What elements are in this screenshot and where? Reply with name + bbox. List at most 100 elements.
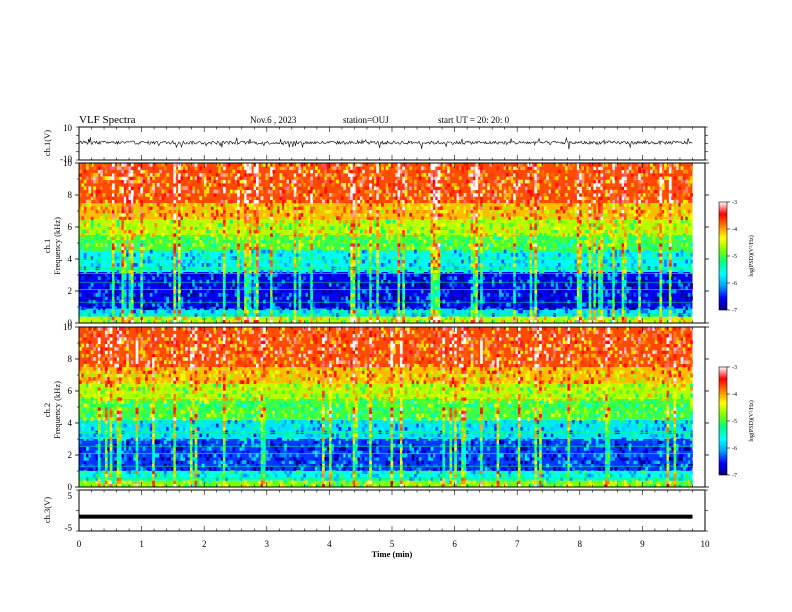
spectrogram-cell: [88, 303, 91, 307]
spectrogram-cell: [499, 206, 502, 210]
spectrogram-cell: [546, 303, 549, 307]
spectrogram-cell: [169, 303, 172, 307]
spectrogram-cell: [414, 183, 417, 187]
spectrogram-cell: [96, 270, 99, 274]
spectrogram-cell: [218, 170, 221, 174]
spectrogram-cell: [140, 230, 143, 234]
spectrogram-cell: [383, 190, 386, 194]
spectrogram-cell: [289, 283, 292, 287]
spectrogram-cell: [530, 243, 533, 247]
spectrogram-cell: [140, 250, 143, 254]
spectrogram-cell: [284, 276, 287, 280]
spectrogram-cell: [369, 183, 372, 187]
spectrogram-cell: [254, 196, 257, 200]
spectrogram-cell: [324, 313, 327, 317]
spectrogram-cell: [471, 260, 474, 264]
spectrogram-cell: [192, 190, 195, 194]
spectrogram-cell: [499, 183, 502, 187]
spectrogram-cell: [199, 300, 202, 304]
spectrogram-cell: [117, 166, 120, 170]
spectrogram-cell: [237, 196, 240, 200]
spectrogram-cell: [272, 243, 275, 247]
spectrogram-cell: [454, 296, 457, 300]
spectrogram-cell: [235, 293, 238, 297]
spectrogram-cell: [459, 276, 462, 280]
spectrogram-cell: [159, 310, 162, 314]
spectrogram-cell: [131, 263, 134, 267]
spectrogram-cell: [419, 283, 422, 287]
spectrogram-cell: [501, 176, 504, 180]
spectrogram-cell: [223, 283, 226, 287]
spectrogram-cell: [343, 266, 346, 270]
spectrogram-cell: [478, 173, 481, 177]
spectrogram-cell: [294, 266, 297, 270]
spectrogram-cell: [367, 216, 370, 220]
spectrogram-cell: [282, 190, 285, 194]
spectrogram-cell: [294, 306, 297, 310]
spectrogram-cell: [287, 266, 290, 270]
spectrogram-cell: [551, 313, 554, 317]
spectrogram-cell: [386, 290, 389, 294]
spectrogram-cell: [362, 310, 365, 314]
spectrogram-cell: [254, 246, 257, 250]
spectrogram-cell: [249, 230, 252, 234]
spectrogram-cell: [471, 210, 474, 214]
spectrogram-cell: [398, 303, 401, 307]
spectrogram-cell: [379, 196, 382, 200]
spectrogram-cell: [261, 276, 264, 280]
spectrogram-cell: [287, 163, 290, 167]
spectrogram-cell: [96, 210, 99, 214]
spectrogram-cell: [480, 313, 483, 317]
spectrogram-cell: [133, 200, 136, 204]
spectrogram-cell: [91, 183, 94, 187]
spectrogram-cell: [336, 260, 339, 264]
spectrogram-cell: [296, 253, 299, 257]
spectrogram-cell: [129, 253, 132, 257]
spectrogram-cell: [171, 200, 174, 204]
spectrogram-cell: [176, 253, 179, 257]
spectrogram-cell: [157, 173, 160, 177]
spectrogram-cell: [320, 230, 323, 234]
spectrogram-cell: [239, 180, 242, 184]
spectrogram-cell: [150, 163, 153, 167]
spectrogram-cell: [353, 176, 356, 180]
spectrogram-cell: [374, 170, 377, 174]
spectrogram-cell: [372, 180, 375, 184]
spectrogram-cell: [129, 260, 132, 264]
spectrogram-cell: [360, 283, 363, 287]
spectrogram-cell: [438, 170, 441, 174]
spectrogram-cell: [388, 280, 391, 284]
spectrogram-cell: [440, 200, 443, 204]
spectrogram-cell: [110, 303, 113, 307]
spectrogram-cell: [480, 290, 483, 294]
spectrogram-cell: [551, 303, 554, 307]
spectrogram-cell: [138, 230, 141, 234]
spectrogram-cell: [121, 196, 124, 200]
spectrogram-cell: [254, 203, 257, 207]
spectrogram-cell: [180, 293, 183, 297]
spectrogram-cell: [261, 186, 264, 190]
spectrogram-cell: [138, 216, 141, 220]
spectrogram-cell: [350, 303, 353, 307]
spectrogram-cell: [518, 246, 521, 250]
spectrogram-cell: [428, 270, 431, 274]
spectrogram-cell: [310, 240, 313, 244]
spectrogram-cell: [169, 236, 172, 240]
spectrogram-cell: [289, 293, 292, 297]
spectrogram-cell: [98, 263, 101, 267]
spectrogram-cell: [393, 290, 396, 294]
spectrogram-cell: [511, 223, 514, 227]
spectrogram-cell: [475, 316, 478, 320]
spectrogram-cell: [204, 240, 207, 244]
spectrogram-cell: [372, 280, 375, 284]
spectrogram-cell: [475, 283, 478, 287]
spectrogram-cell: [357, 233, 360, 237]
spectrogram-cell: [96, 200, 99, 204]
spectrogram-cell: [291, 266, 294, 270]
spectrogram-cell: [124, 183, 127, 187]
spectrogram-cell: [400, 296, 403, 300]
spectrogram-cell: [110, 226, 113, 230]
spectrogram-cell: [402, 203, 405, 207]
spectrogram-cell: [435, 203, 438, 207]
spectrogram-cell: [530, 263, 533, 267]
